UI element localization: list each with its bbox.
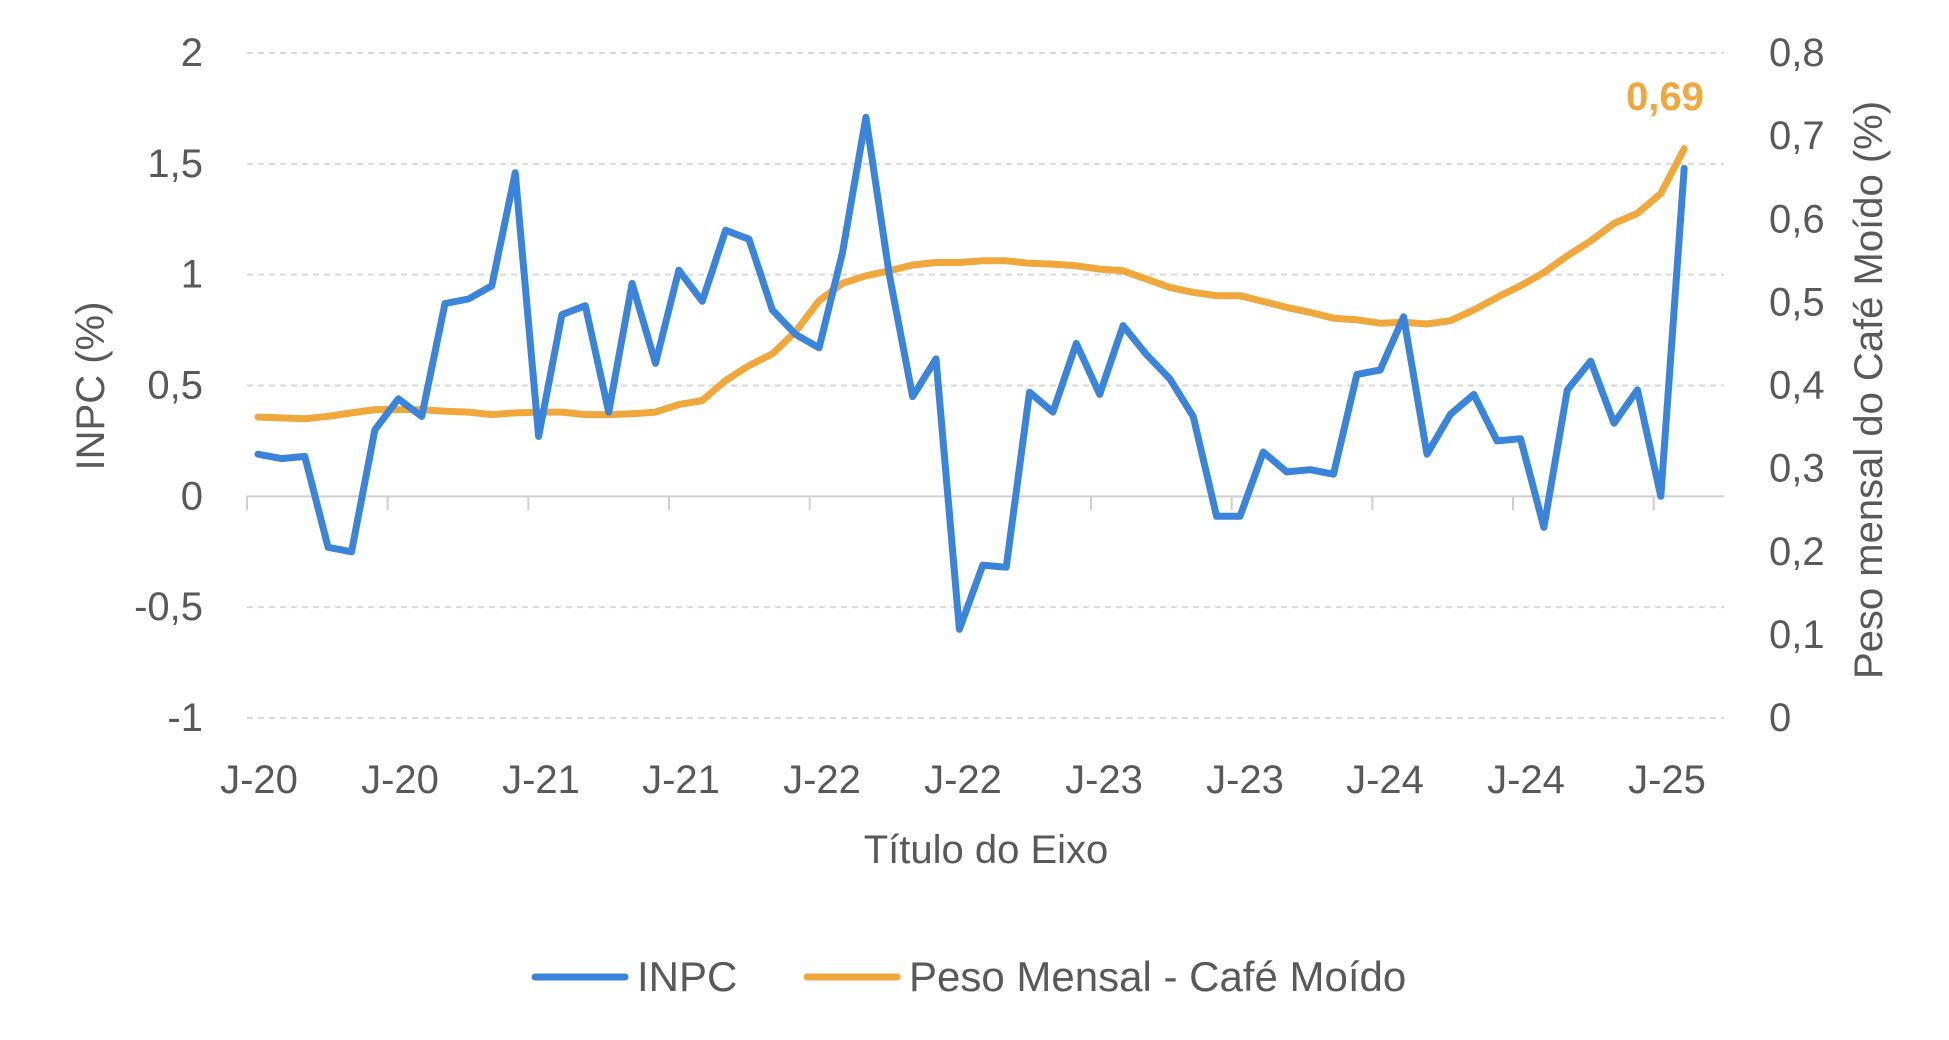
- x-tick-label: J-23: [1206, 758, 1284, 802]
- series-line-inpc: [254, 113, 1688, 633]
- x-tick-label: J-22: [783, 758, 861, 802]
- left-y-tick-label: 1,5: [147, 142, 203, 186]
- legend-label-cafe: Peso Mensal - Café Moído: [909, 953, 1406, 1000]
- left-y-tick-label: -0,5: [134, 585, 203, 629]
- x-tick-label: J-24: [1487, 758, 1565, 802]
- x-tick-label: J-20: [361, 758, 439, 802]
- right-y-tick-label: 0,1: [1769, 613, 1825, 657]
- x-axis-title: Título do Eixo: [864, 828, 1109, 872]
- left-y-tick-label: 0: [181, 474, 203, 518]
- right-y-tick-label: 0,2: [1769, 530, 1825, 574]
- right-y-tick-label: 0,4: [1769, 364, 1825, 408]
- right-y-tick-label: 0,5: [1769, 280, 1825, 324]
- left-y-tick-labels: 2 1,5 1 0,5 0 -0,5 -1: [134, 31, 203, 740]
- right-y-tick-label: 0,8: [1769, 31, 1825, 75]
- left-y-tick-label: 1: [181, 253, 203, 297]
- right-y-axis-title: Peso mensal do Café Moído (%): [1847, 101, 1891, 679]
- data-label-last-cafe: 0,69: [1626, 75, 1704, 119]
- legend: INPC Peso Mensal - Café Moído: [531, 953, 1406, 1000]
- right-y-tick-labels: 0,8 0,7 0,6 0,5 0,4 0,3 0,2 0,1 0: [1769, 31, 1825, 740]
- right-y-tick-label: 0,3: [1769, 447, 1825, 491]
- x-tick-labels: J-20 J-20 J-21 J-21 J-22 J-22 J-23 J-23 J-24 J-24…: [220, 758, 1706, 802]
- x-tick-label: J-20: [220, 758, 298, 802]
- series-lines: [254, 113, 1688, 633]
- x-tick-label: J-24: [1346, 758, 1424, 802]
- x-tick-label: J-22: [924, 758, 1002, 802]
- x-tick-label: J-25: [1628, 758, 1706, 802]
- right-y-tick-label: 0,7: [1769, 114, 1825, 158]
- x-tick-label: J-21: [642, 758, 720, 802]
- x-tick-label: J-21: [502, 758, 580, 802]
- left-y-axis-title: INPC (%): [69, 302, 113, 471]
- legend-label-inpc: INPC: [637, 953, 737, 1000]
- left-y-tick-label: 0,5: [147, 364, 203, 408]
- left-y-tick-label: 2: [181, 31, 203, 75]
- left-y-tick-label: -1: [167, 696, 203, 740]
- gridlines: [247, 52, 1724, 719]
- x-tick-label: J-23: [1065, 758, 1143, 802]
- series-line-cafe: [254, 145, 1688, 423]
- right-y-tick-label: 0: [1769, 696, 1791, 740]
- right-y-tick-label: 0,6: [1769, 197, 1825, 241]
